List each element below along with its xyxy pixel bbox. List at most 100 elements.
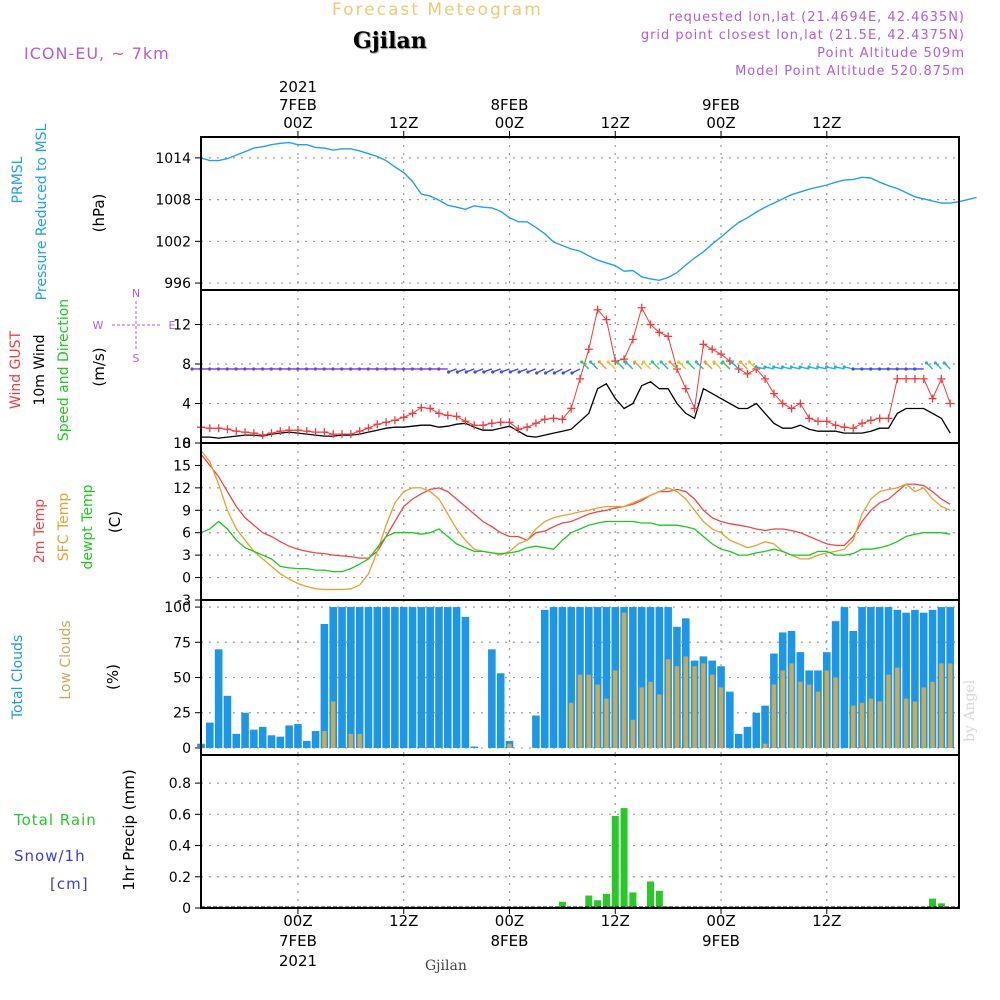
wind-gust-marker bbox=[523, 423, 532, 432]
wind-arrow-head bbox=[933, 361, 937, 365]
wind-gust-marker bbox=[893, 374, 902, 383]
wind-unit-label: (m/s) bbox=[90, 347, 108, 386]
low-clouds-bar bbox=[851, 705, 856, 748]
total-clouds-bar bbox=[602, 607, 611, 748]
wind-arrow-head bbox=[721, 360, 725, 364]
wind-gust-marker bbox=[346, 430, 355, 439]
y-tick-label: 15 bbox=[173, 458, 191, 474]
wind-gust-marker bbox=[329, 430, 338, 439]
wind-arrow-head bbox=[798, 365, 802, 369]
x-label-bottom: 00Z bbox=[706, 912, 735, 930]
wind-gust-marker bbox=[320, 428, 329, 437]
total-clouds-bar bbox=[928, 609, 937, 748]
total-clouds-bar bbox=[302, 740, 311, 748]
y-tick-label: 1008 bbox=[155, 193, 191, 209]
wind-gust-marker bbox=[769, 389, 778, 398]
y-tick-label: 1002 bbox=[155, 234, 191, 250]
y-tick-label: 0 bbox=[182, 901, 191, 917]
total-clouds-bar bbox=[443, 607, 452, 748]
wind-speed-line bbox=[201, 381, 951, 439]
grid-point-coords: grid point closest lon,lat (21.5E, 42.43… bbox=[640, 28, 965, 43]
wind-direction-arrow bbox=[731, 361, 740, 370]
wind-arrow-head bbox=[526, 370, 530, 374]
rain-bar bbox=[929, 898, 937, 908]
temp-unit-label: (C) bbox=[106, 511, 124, 533]
wind-arrow-head bbox=[243, 367, 247, 371]
total-clouds-bar bbox=[364, 607, 373, 748]
low-clouds-bar bbox=[692, 666, 697, 748]
total-clouds-bar bbox=[382, 607, 390, 748]
wind-gust-marker bbox=[778, 399, 787, 408]
low-clouds-bar bbox=[877, 701, 882, 748]
wind-arrow-head bbox=[816, 365, 820, 369]
wind-arrow-head bbox=[482, 370, 486, 374]
wind-arrow-head bbox=[924, 361, 929, 365]
wind-gust-marker bbox=[593, 305, 602, 314]
wind-arrow-head bbox=[615, 360, 619, 364]
requested-coords: requested lon,lat (21.4694E, 42.4635N) bbox=[668, 10, 965, 25]
x-date-top: 8FEB bbox=[491, 96, 529, 114]
model-label: ICON-EU, ~ 7km bbox=[24, 44, 170, 63]
y-tick-label: 0.8 bbox=[169, 776, 191, 792]
wind-gust-marker bbox=[620, 355, 629, 364]
wind-arrow-head bbox=[375, 367, 379, 371]
wind-arrow-head bbox=[313, 367, 317, 371]
rain-bar bbox=[611, 815, 619, 908]
wind-gust-marker bbox=[919, 374, 928, 383]
wind-gust-marker bbox=[646, 320, 655, 329]
wind-arrow-head bbox=[659, 360, 663, 364]
wind-arrow-head bbox=[410, 367, 414, 371]
wind-gust-marker bbox=[734, 364, 743, 373]
total-clouds-bar bbox=[294, 724, 302, 748]
y-tick-label: 0 bbox=[182, 571, 191, 587]
wind-gust-marker bbox=[796, 399, 805, 408]
wind-arrow-head bbox=[304, 367, 309, 371]
low-clouds-bar bbox=[895, 667, 900, 748]
wind-gust-marker bbox=[338, 430, 347, 439]
low-clouds-bar bbox=[648, 681, 653, 748]
total-clouds-bar bbox=[311, 731, 320, 748]
total-clouds-bar bbox=[567, 607, 575, 748]
x-date-top: 7FEB bbox=[279, 96, 317, 114]
total-clouds-bar bbox=[285, 725, 293, 748]
low-clouds-bar bbox=[921, 687, 926, 748]
low-clouds-bar bbox=[357, 733, 362, 748]
wind-arrow-head bbox=[580, 360, 584, 364]
low-clouds-bar bbox=[674, 666, 680, 748]
pressure-unit-label: (hPa) bbox=[90, 194, 108, 233]
wind-arrow-head bbox=[860, 367, 864, 371]
wind-gust-marker bbox=[884, 414, 893, 423]
rain-bar bbox=[558, 901, 566, 908]
low-clouds-bar bbox=[657, 694, 662, 748]
total-clouds-bar bbox=[593, 607, 602, 748]
wind-gust-marker bbox=[293, 426, 302, 435]
wind-arrow-head bbox=[754, 365, 758, 369]
compass-e: E bbox=[169, 319, 176, 332]
wind-arrow-head bbox=[825, 365, 829, 369]
low-clouds-bar bbox=[665, 659, 671, 748]
wind-direction-arrow bbox=[625, 361, 634, 370]
total-clouds-bar bbox=[840, 607, 849, 748]
wind-gust-marker bbox=[267, 429, 276, 438]
wind-arrow-head bbox=[393, 367, 397, 371]
total-clouds-label: Total Clouds bbox=[10, 635, 26, 720]
watermark: by Angel bbox=[962, 679, 978, 742]
wind-gust-marker bbox=[866, 416, 875, 425]
y-tick-label: 0.6 bbox=[169, 807, 191, 823]
wind-gust-marker bbox=[514, 425, 523, 434]
low-clouds-bar bbox=[762, 743, 768, 748]
low-clouds-bar bbox=[507, 743, 512, 748]
wind-arrow-head bbox=[703, 360, 707, 364]
wind-arrow-head bbox=[190, 367, 194, 371]
wind-gust-marker bbox=[690, 404, 699, 413]
wind-arrow-head bbox=[780, 365, 785, 369]
y-tick-label: 25 bbox=[173, 706, 191, 722]
wind-arrow-head bbox=[942, 361, 946, 365]
wind-gust-marker bbox=[285, 426, 294, 435]
wind-arrow-head bbox=[296, 367, 300, 371]
wind-gust-marker bbox=[205, 424, 214, 433]
low-clouds-bar bbox=[833, 677, 838, 748]
total-clouds-bar bbox=[743, 726, 752, 748]
total-clouds-bar bbox=[629, 607, 637, 748]
wind-arrow-head bbox=[694, 360, 698, 364]
